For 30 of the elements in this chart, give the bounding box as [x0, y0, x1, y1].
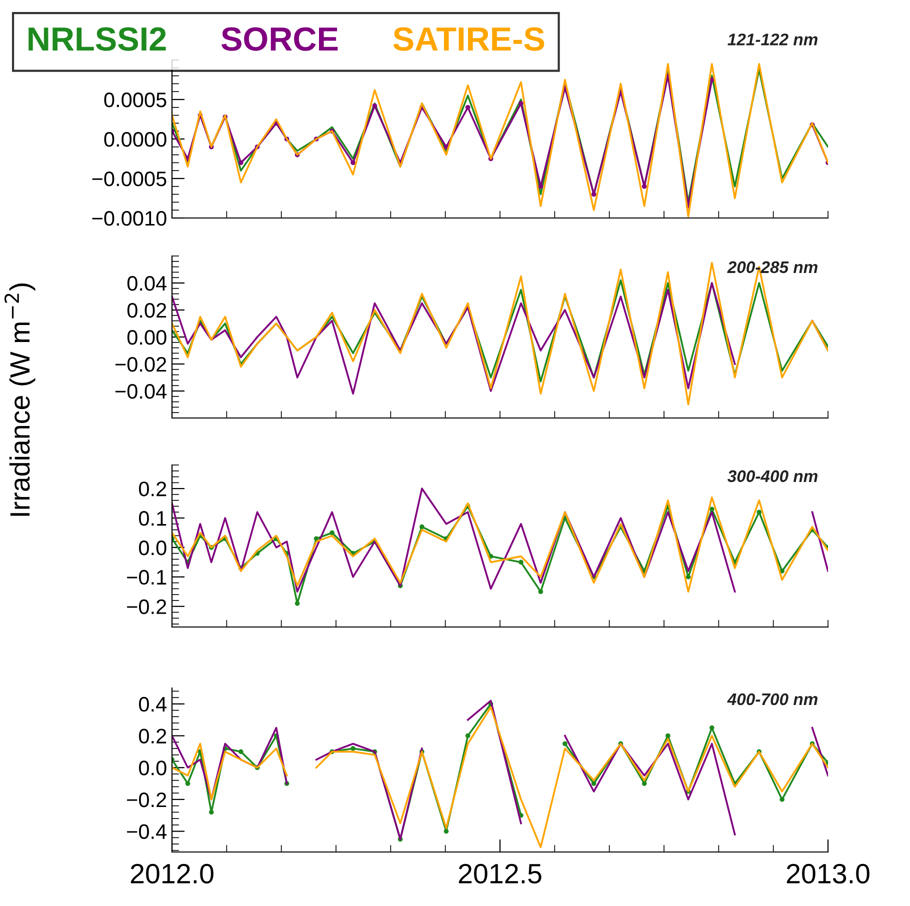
- y-tick-label: −0.1: [127, 570, 166, 585]
- y-tick-label: −0.4: [127, 824, 167, 840]
- text: NRLSSI2: [28, 27, 166, 51]
- x-tick-label: 2012.5: [458, 864, 542, 884]
- y-tick-label: 0.00: [127, 330, 166, 345]
- y-tick-label: 0.02: [127, 303, 166, 318]
- y-tick-label: 0.0: [138, 760, 166, 776]
- y-tick-label: −0.2: [127, 792, 166, 808]
- y-tick-label: 0.0000: [104, 132, 166, 147]
- series-label: SORCE: [221, 27, 338, 51]
- chart-title: 121-122 nm: [728, 34, 818, 46]
- y-tick-label: 0.1: [138, 511, 166, 526]
- y-tick-label: 0.2: [138, 482, 166, 496]
- y-tick-label: −0.2: [127, 599, 166, 614]
- chart-title: 400-700 nm: [727, 693, 818, 706]
- y-tick-label: 0.0005: [104, 92, 166, 108]
- y-tick-label: −0.02: [115, 357, 166, 372]
- y-tick-label: 0.04: [127, 276, 167, 291]
- x-tick-label: 2013.0: [786, 864, 870, 884]
- y-axis-title: Irradiance (W m$^{−2}$): [4, 284, 36, 516]
- y-tick-label: 0.2: [138, 728, 166, 744]
- x-tick-label: 2012.0: [130, 864, 214, 884]
- chart-title: 200-285 nm: [727, 261, 818, 274]
- y-tick-label: 0.4: [138, 696, 167, 712]
- y-tick-label: −0.04: [115, 384, 167, 399]
- y-tick-label: −0.0010: [92, 211, 166, 226]
- chart-title: 300-400 nm: [728, 470, 818, 482]
- y-tick-label: 0.0: [138, 540, 166, 556]
- y-tick-label: −0.0005: [92, 172, 166, 186]
- series-label: SATIRE-S: [393, 27, 544, 51]
